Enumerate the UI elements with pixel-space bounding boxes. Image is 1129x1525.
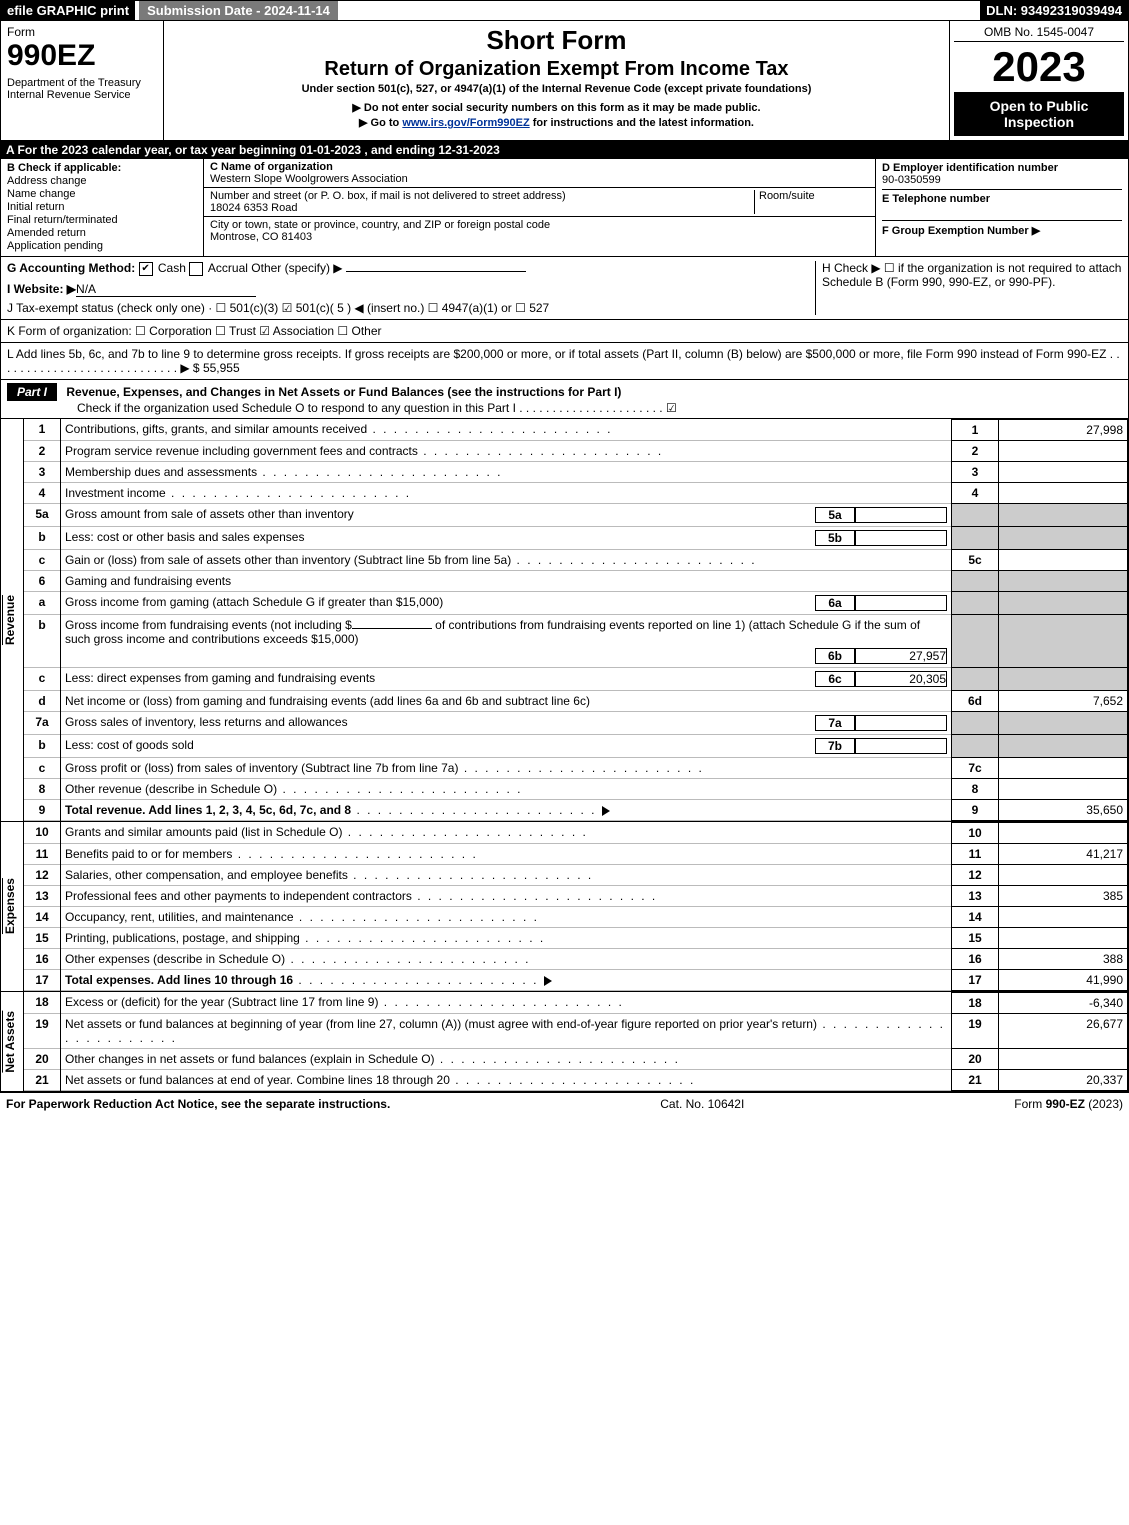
dln-label: DLN: 93492319039494	[980, 1, 1128, 20]
footer-cat: Cat. No. 10642I	[660, 1097, 744, 1111]
header-right: OMB No. 1545-0047 2023 Open to Public In…	[949, 21, 1128, 140]
header: Form 990EZ Department of the Treasury In…	[0, 21, 1129, 141]
c-street-row: Number and street (or P. O. box, if mail…	[204, 188, 875, 217]
triangle-icon	[602, 806, 610, 816]
k-line: K Form of organization: ☐ Corporation ☐ …	[1, 319, 1128, 342]
expenses-block: Expenses 10Grants and similar amounts pa…	[0, 822, 1129, 992]
footer-right: Form 990-EZ (2023)	[1014, 1097, 1123, 1111]
block-ghijkl: G Accounting Method: Cash Accrual Other …	[0, 257, 1129, 380]
revenue-label: Revenue	[1, 419, 24, 821]
submission-date: Submission Date - 2024-11-14	[139, 1, 338, 20]
cb-final-return[interactable]: Final return/terminated	[7, 214, 197, 226]
g-other-input[interactable]	[346, 271, 526, 272]
form-number: 990EZ	[7, 39, 157, 73]
cb-address-change[interactable]: Address change	[7, 175, 197, 187]
revenue-block: Revenue 1Contributions, gifts, grants, a…	[0, 419, 1129, 822]
i-value: N/A	[76, 282, 256, 297]
c-street-label: Number and street (or P. O. box, if mail…	[210, 190, 566, 202]
cb-cash[interactable]	[139, 262, 153, 276]
c-name-row: C Name of organization Western Slope Woo…	[204, 159, 875, 188]
d-label: D Employer identification number	[882, 162, 1058, 174]
cb-amended-return[interactable]: Amended return	[7, 227, 197, 239]
g-label: G Accounting Method:	[7, 261, 135, 275]
l-line: L Add lines 5b, 6c, and 7b to line 9 to …	[1, 342, 1128, 379]
header-left: Form 990EZ Department of the Treasury In…	[1, 21, 164, 140]
top-bar: efile GRAPHIC print Submission Date - 20…	[0, 0, 1129, 21]
e-label: E Telephone number	[882, 193, 990, 205]
cb-accrual[interactable]	[189, 262, 203, 276]
d-value: 90-0350599	[882, 174, 941, 186]
open-to-public: Open to Public Inspection	[954, 92, 1124, 136]
title-return: Return of Organization Exempt From Incom…	[170, 58, 943, 81]
subtitle-goto: ▶ Go to www.irs.gov/Form990EZ for instru…	[170, 116, 943, 129]
c-city-row: City or town, state or province, country…	[204, 217, 875, 245]
l-value: 55,955	[203, 361, 240, 375]
header-mid: Short Form Return of Organization Exempt…	[164, 21, 949, 140]
row-a: A For the 2023 calendar year, or tax yea…	[0, 141, 1129, 159]
tax-year: 2023	[954, 46, 1124, 88]
part-i-header: Part I Revenue, Expenses, and Changes in…	[0, 380, 1129, 419]
expenses-label: Expenses	[1, 822, 24, 991]
omb-number: OMB No. 1545-0047	[954, 25, 1124, 42]
footer-left: For Paperwork Reduction Act Notice, see …	[6, 1097, 390, 1111]
triangle-icon	[544, 976, 552, 986]
f-label: F Group Exemption Number ▶	[882, 225, 1040, 237]
netassets-block: Net Assets 18Excess or (deficit) for the…	[0, 992, 1129, 1092]
c-name-label: C Name of organization	[210, 161, 333, 173]
part-i-check: Check if the organization used Schedule …	[77, 401, 677, 415]
subtitle-ssn: ▶ Do not enter social security numbers o…	[170, 101, 943, 114]
subtitle-section: Under section 501(c), 527, or 4947(a)(1)…	[170, 83, 943, 95]
i-label: I Website: ▶	[7, 282, 76, 296]
c-city-value: Montrose, CO 81403	[210, 231, 312, 243]
form-page: efile GRAPHIC print Submission Date - 20…	[0, 0, 1129, 1115]
part-i-title: Revenue, Expenses, and Changes in Net As…	[66, 385, 621, 399]
h-block: H Check ▶ ☐ if the organization is not r…	[815, 261, 1122, 315]
cb-application-pending[interactable]: Application pending	[7, 240, 197, 252]
dept-label: Department of the Treasury Internal Reve…	[7, 77, 157, 101]
c-room-label: Room/suite	[759, 190, 815, 202]
cell-c: C Name of organization Western Slope Woo…	[204, 159, 875, 256]
title-short-form: Short Form	[170, 25, 943, 56]
block-bcdef: B Check if applicable: Address change Na…	[0, 159, 1129, 257]
c-city-label: City or town, state or province, country…	[210, 219, 550, 231]
cb-name-change[interactable]: Name change	[7, 188, 197, 200]
c-name-value: Western Slope Woolgrowers Association	[210, 173, 408, 185]
part-i-bar: Part I	[7, 383, 57, 401]
c-street-value: 18024 6353 Road	[210, 202, 297, 214]
form-label: Form	[7, 25, 157, 39]
footer: For Paperwork Reduction Act Notice, see …	[0, 1092, 1129, 1115]
irs-link[interactable]: www.irs.gov/Form990EZ	[402, 117, 529, 129]
efile-label: efile GRAPHIC print	[1, 1, 135, 20]
cb-initial-return[interactable]: Initial return	[7, 201, 197, 213]
cell-b: B Check if applicable: Address change Na…	[1, 159, 204, 256]
netassets-label: Net Assets	[1, 992, 24, 1091]
j-line: J Tax-exempt status (check only one) · ☐…	[7, 301, 815, 315]
b-label: B Check if applicable:	[7, 162, 197, 174]
cell-def: D Employer identification number 90-0350…	[875, 159, 1128, 256]
